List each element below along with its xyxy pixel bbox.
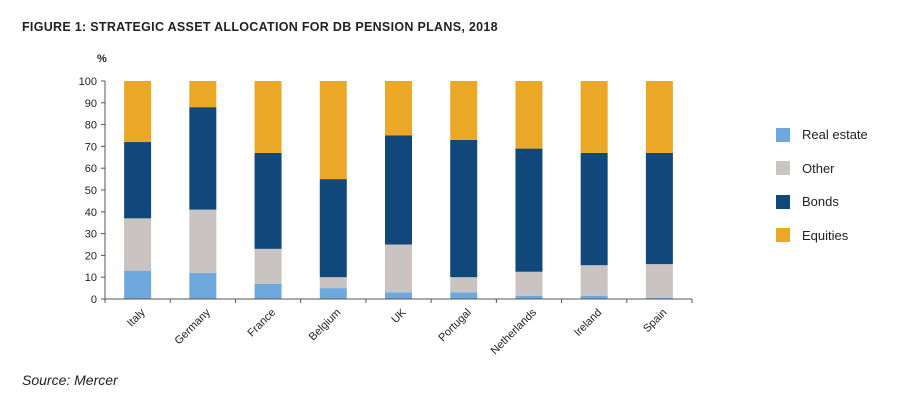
y-tick-label: 80 [85, 120, 97, 132]
x-tick-label: Germany [172, 306, 213, 347]
bar-segment-real-estate [515, 295, 543, 299]
y-tick-label: 90 [85, 98, 97, 110]
bar-segment-other [580, 265, 608, 296]
bar-segment-real-estate [189, 272, 217, 299]
bar-segment-bonds [385, 135, 412, 245]
y-tick-label: 50 [85, 185, 97, 197]
bar-segment-equities [319, 81, 347, 180]
legend-label: Bonds [802, 194, 839, 210]
bars-group [124, 81, 673, 299]
legend-item-equities: Equities [776, 219, 868, 253]
bar-segment-equities [450, 81, 478, 140]
legend-swatch [776, 127, 790, 142]
y-tick-label: 70 [85, 141, 97, 153]
bar-segment-other [645, 264, 673, 298]
x-axis: Italy Germany France Belgium UK Portugal Nethe… [104, 298, 693, 357]
legend-swatch [776, 194, 790, 209]
bar-segment-real-estate [254, 283, 282, 299]
legend-swatch [776, 228, 790, 243]
bar-segment-other [319, 277, 347, 289]
bar-segment-bonds [450, 139, 478, 278]
bar-segment-equities [385, 81, 412, 136]
bar-segment-other [515, 271, 543, 296]
bar-segment-bonds [580, 152, 608, 266]
bar-segment-other [254, 248, 282, 284]
y-axis-unit-label: % [97, 53, 107, 65]
bar-segment-bonds [254, 152, 282, 249]
bar-segment-real-estate [319, 288, 347, 299]
bar-segment-equities [515, 81, 543, 149]
bar-segment-bonds [124, 142, 152, 219]
x-tick-label: UK [389, 306, 409, 326]
bar-segment-equities [580, 81, 608, 153]
bar-segment-other [189, 209, 217, 273]
legend-item-other: Other [776, 152, 868, 186]
bar-segment-real-estate [385, 292, 412, 299]
bar-segment-real-estate [580, 295, 608, 299]
y-tick-label: 20 [85, 250, 97, 262]
legend-item-real-estate: Real estate [776, 118, 868, 152]
bar-segment-equities [124, 81, 152, 143]
bar-segment-bonds [515, 148, 543, 272]
bar-segment-other [385, 244, 412, 293]
y-tick-label: 100 [79, 76, 97, 88]
bar-segment-other [124, 218, 152, 271]
x-tick-label: Portugal [436, 307, 473, 344]
x-tick-label: Italy [125, 306, 148, 329]
bar-segment-real-estate [450, 292, 478, 299]
y-tick-label: 30 [85, 229, 97, 241]
bar-segment-equities [645, 81, 673, 153]
bar-segment-bonds [189, 107, 217, 210]
y-tick-label: 60 [85, 163, 97, 175]
bar-segment-bonds [319, 179, 347, 278]
figure-title: FIGURE 1: STRATEGIC ASSET ALLOCATION FOR… [22, 20, 498, 34]
y-axis: 0 10 20 30 40 50 60 70 80 90 100 [79, 76, 106, 306]
x-tick-label: France [245, 307, 278, 340]
legend-label: Other [802, 160, 835, 176]
bar-segment-equities [189, 81, 217, 108]
legend-label: Equities [802, 227, 849, 243]
legend-item-bonds: Bonds [776, 185, 868, 219]
y-tick-label: 10 [85, 272, 97, 284]
legend: Real estate Other Bonds Equities [776, 118, 868, 252]
bar-segment-bonds [645, 152, 673, 265]
y-tick-label: 0 [91, 294, 97, 306]
legend-swatch [776, 161, 790, 176]
source-note: Source: Mercer [22, 372, 118, 388]
x-tick-label: Ireland [572, 307, 604, 339]
y-tick-label: 40 [85, 207, 97, 219]
bar-segment-equities [254, 81, 282, 153]
x-tick-label: Netherlands [489, 306, 540, 357]
x-tick-label: Spain [641, 307, 669, 335]
bar-segment-other [450, 277, 478, 293]
x-tick-label: Belgium [307, 307, 344, 344]
legend-label: Real estate [802, 127, 868, 143]
bar-segment-real-estate [645, 297, 673, 299]
bar-segment-real-estate [124, 270, 152, 299]
